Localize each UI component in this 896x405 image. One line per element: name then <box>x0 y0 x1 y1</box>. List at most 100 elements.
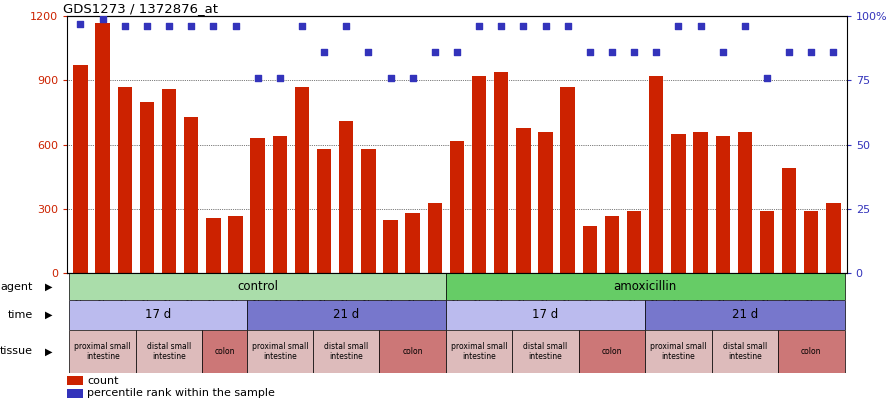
Point <box>361 49 375 55</box>
Bar <box>605 215 619 273</box>
Bar <box>136 330 202 373</box>
Point <box>582 49 597 55</box>
Bar <box>649 76 663 273</box>
Bar <box>69 273 446 300</box>
Bar <box>494 72 508 273</box>
Bar <box>246 330 313 373</box>
Bar <box>246 300 446 330</box>
Bar <box>561 87 575 273</box>
Bar <box>671 134 685 273</box>
Text: ▶: ▶ <box>45 346 52 356</box>
Text: distal small
intestine: distal small intestine <box>324 342 368 361</box>
Point <box>406 75 420 81</box>
Bar <box>579 330 645 373</box>
Point <box>184 23 198 30</box>
Bar <box>361 149 375 273</box>
Text: amoxicillin: amoxicillin <box>614 280 676 293</box>
Bar <box>826 202 840 273</box>
Text: proximal small
intestine: proximal small intestine <box>451 342 507 361</box>
Bar <box>251 139 265 273</box>
Bar <box>694 132 708 273</box>
Point <box>383 75 398 81</box>
Bar <box>162 89 177 273</box>
Text: GDS1273 / 1372876_at: GDS1273 / 1372876_at <box>64 2 219 15</box>
Point <box>605 49 619 55</box>
Point <box>162 23 177 30</box>
Bar <box>513 330 579 373</box>
Text: proximal small
intestine: proximal small intestine <box>252 342 308 361</box>
Point <box>73 21 88 27</box>
Bar <box>96 23 110 273</box>
Point <box>251 75 265 81</box>
Text: ▶: ▶ <box>45 310 52 320</box>
Bar <box>69 330 136 373</box>
Bar <box>184 117 198 273</box>
Bar <box>379 330 446 373</box>
Text: 21 d: 21 d <box>333 308 359 322</box>
Point <box>339 23 353 30</box>
Point <box>826 49 840 55</box>
Bar <box>228 215 243 273</box>
Point <box>450 49 464 55</box>
Bar <box>272 136 287 273</box>
Point <box>96 15 110 22</box>
Text: ▶: ▶ <box>45 281 52 292</box>
Bar <box>645 330 711 373</box>
Point <box>272 75 287 81</box>
Point <box>627 49 642 55</box>
Point <box>427 49 442 55</box>
Bar <box>711 330 778 373</box>
Bar <box>582 226 597 273</box>
Bar <box>538 132 553 273</box>
Text: distal small
intestine: distal small intestine <box>723 342 767 361</box>
Text: control: control <box>237 280 278 293</box>
Text: proximal small
intestine: proximal small intestine <box>650 342 707 361</box>
Bar <box>645 300 845 330</box>
Bar <box>782 168 797 273</box>
Bar <box>737 132 752 273</box>
Text: time: time <box>8 310 33 320</box>
Text: colon: colon <box>402 347 423 356</box>
Point <box>140 23 154 30</box>
Bar <box>778 330 845 373</box>
Bar <box>295 87 309 273</box>
Bar <box>313 330 379 373</box>
Point <box>206 23 220 30</box>
Bar <box>202 330 246 373</box>
Bar <box>406 213 420 273</box>
Bar <box>140 102 154 273</box>
Bar <box>317 149 332 273</box>
Point <box>804 49 818 55</box>
Text: percentile rank within the sample: percentile rank within the sample <box>87 388 275 398</box>
Bar <box>446 273 845 300</box>
Point <box>561 23 575 30</box>
Text: proximal small
intestine: proximal small intestine <box>74 342 131 361</box>
Text: 17 d: 17 d <box>532 308 559 322</box>
Bar <box>472 76 487 273</box>
Text: distal small
intestine: distal small intestine <box>523 342 568 361</box>
Bar <box>716 136 730 273</box>
Text: 21 d: 21 d <box>732 308 758 322</box>
Point <box>737 23 752 30</box>
Bar <box>117 87 132 273</box>
Point <box>671 23 685 30</box>
Point <box>694 23 708 30</box>
Text: tissue: tissue <box>0 346 33 356</box>
Point <box>516 23 530 30</box>
Bar <box>73 66 88 273</box>
Point <box>782 49 797 55</box>
Bar <box>446 330 513 373</box>
Point <box>228 23 243 30</box>
Point <box>295 23 309 30</box>
Bar <box>627 211 642 273</box>
Bar <box>339 121 353 273</box>
Point <box>117 23 132 30</box>
Point <box>649 49 663 55</box>
Text: colon: colon <box>214 347 235 356</box>
Point <box>716 49 730 55</box>
Text: 17 d: 17 d <box>145 308 171 322</box>
Bar <box>206 217 220 273</box>
Bar <box>516 128 530 273</box>
Bar <box>804 211 818 273</box>
Text: agent: agent <box>1 281 33 292</box>
